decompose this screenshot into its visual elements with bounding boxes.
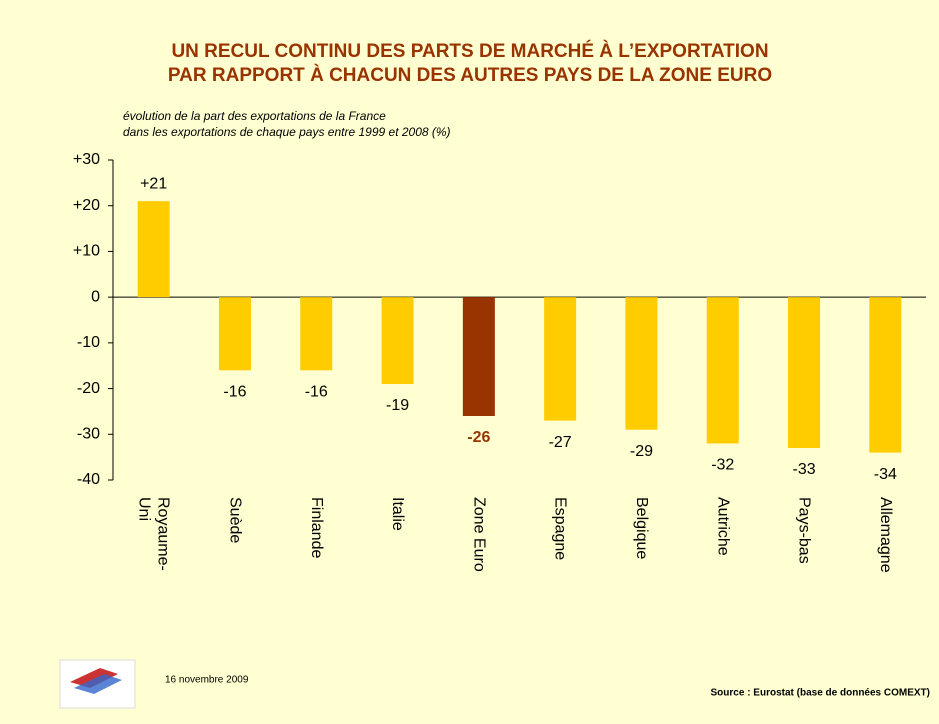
bar xyxy=(381,297,414,384)
data-label: +21 xyxy=(140,175,167,192)
bar xyxy=(544,297,577,421)
subtitle: dans les exportations de chaque pays ent… xyxy=(123,125,451,139)
x-tick-label: Italie xyxy=(389,497,407,531)
x-tick-label: Finlande xyxy=(307,497,325,559)
y-tick-label: 0 xyxy=(91,288,100,305)
bar xyxy=(218,297,251,371)
y-tick-label: -10 xyxy=(77,334,100,351)
y-tick-label: -30 xyxy=(77,426,100,443)
x-tick-label: Belgique xyxy=(632,497,650,560)
subtitle: évolution de la part des exportations de… xyxy=(123,109,386,123)
data-label: -33 xyxy=(792,461,815,478)
data-label: -32 xyxy=(711,457,734,474)
x-tick-label: Royaume-Uni xyxy=(135,497,172,571)
x-tick-label: Autriche xyxy=(714,497,732,556)
x-tick-label: Espagne xyxy=(551,497,569,561)
bar xyxy=(869,297,902,453)
chart-title: UN RECUL CONTINU DES PARTS DE MARCHÉ À L… xyxy=(171,40,768,62)
data-label: -34 xyxy=(874,466,897,483)
y-tick-label: +10 xyxy=(73,243,100,260)
chart-title: PAR RAPPORT À CHACUN DES AUTRES PAYS DE … xyxy=(168,64,772,86)
bar xyxy=(137,201,170,298)
x-tick-label: Pays-bas xyxy=(795,497,813,564)
y-tick-label: +30 xyxy=(73,151,100,168)
bar xyxy=(462,297,495,416)
source: Source : Eurostat (base de données COMEX… xyxy=(711,688,930,699)
y-tick-label: -20 xyxy=(77,380,100,397)
data-label: -26 xyxy=(467,429,490,446)
bar xyxy=(706,297,739,444)
data-label: -27 xyxy=(549,434,572,451)
x-tick-label: Suède xyxy=(226,497,244,544)
data-label: -29 xyxy=(630,443,653,460)
date: 16 novembre 2009 xyxy=(165,675,249,686)
data-label: -16 xyxy=(223,384,246,401)
x-tick-label: Allemagne xyxy=(876,497,894,573)
bar xyxy=(625,297,658,430)
logo xyxy=(59,659,136,709)
bar xyxy=(788,297,821,448)
data-label: -19 xyxy=(386,397,409,414)
bar xyxy=(300,297,333,371)
y-tick-label: -40 xyxy=(77,471,100,488)
y-tick-label: +20 xyxy=(73,197,100,214)
data-label: -16 xyxy=(305,384,328,401)
x-tick-label: Zone Euro xyxy=(470,497,488,572)
